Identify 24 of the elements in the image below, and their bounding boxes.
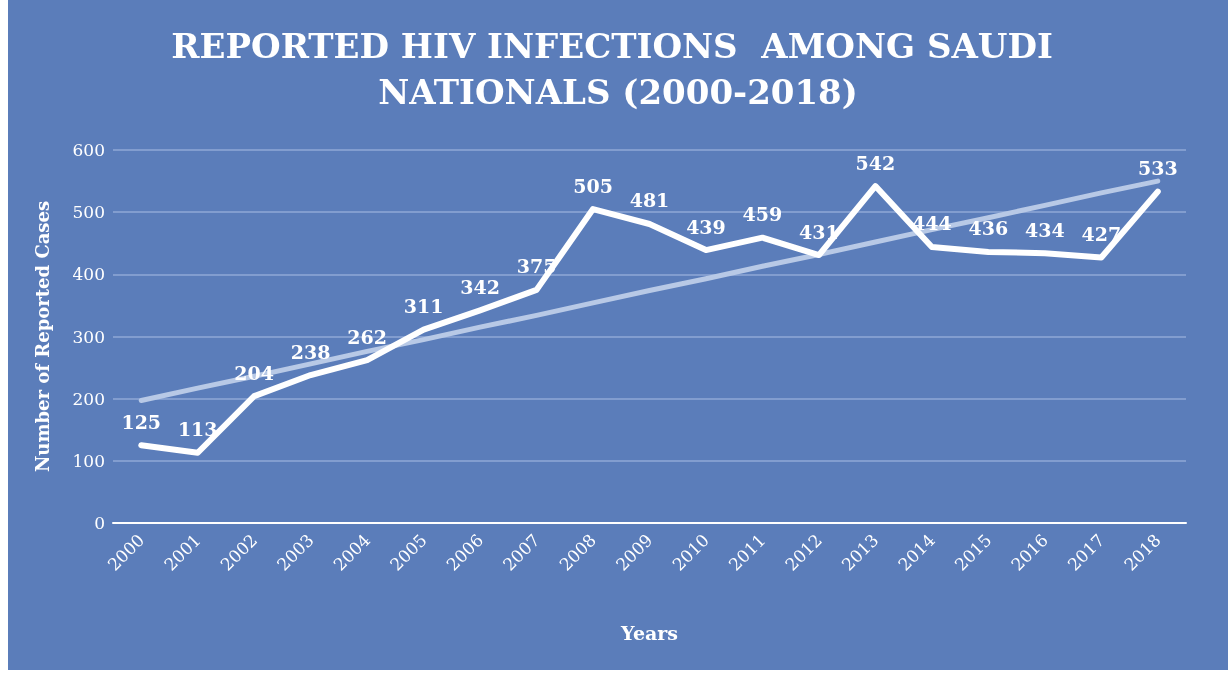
y-tick-label: 300 [72,326,105,347]
y-tick-label: 100 [72,450,105,471]
data-label: 238 [290,340,331,363]
y-tick-label: 600 [72,140,105,160]
data-label: 505 [573,174,613,197]
y-tick-label: 500 [72,202,105,223]
data-label: 434 [1024,218,1065,241]
data-label: 427 [1081,223,1122,246]
y-axis-title: Number of Reported Cases [31,200,53,473]
y-tick-label: 400 [72,264,105,285]
data-label: 311 [403,295,444,318]
data-label: 262 [347,325,387,348]
data-label: 439 [686,215,726,238]
data-label: 342 [460,275,500,298]
data-label: 533 [1137,157,1178,180]
data-label: 542 [855,151,896,174]
data-label: 436 [968,217,1009,240]
data-label: 125 [121,410,162,433]
x-axis-title: Years [619,621,679,644]
chart-title: REPORTED HIV INFECTIONS AMONG SAUDI NATIONALS (2000-2018) [171,26,1065,112]
data-label: 481 [629,189,670,212]
y-tick-label: 0 [94,513,105,533]
data-label: 459 [742,203,783,226]
y-tick-label: 200 [72,388,105,409]
